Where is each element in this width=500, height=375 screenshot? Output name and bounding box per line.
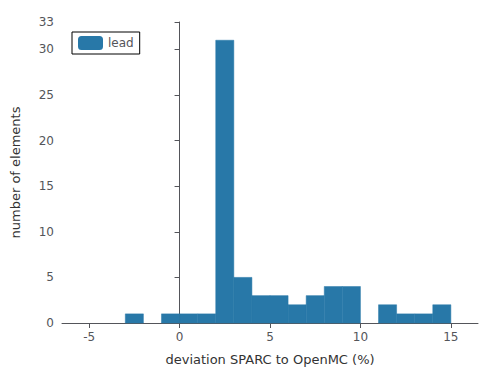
svg-text:15: 15 bbox=[443, 330, 458, 344]
svg-text:0: 0 bbox=[176, 330, 184, 344]
svg-text:deviation SPARC to OpenMC (%): deviation SPARC to OpenMC (%) bbox=[165, 352, 374, 367]
svg-text:5: 5 bbox=[46, 270, 54, 284]
svg-text:number of elements: number of elements bbox=[8, 106, 23, 238]
svg-text:20: 20 bbox=[39, 134, 54, 148]
svg-text:10: 10 bbox=[353, 330, 368, 344]
svg-text:30: 30 bbox=[39, 42, 54, 56]
svg-text:15: 15 bbox=[39, 179, 54, 193]
svg-text:-5: -5 bbox=[83, 330, 95, 344]
svg-text:5: 5 bbox=[266, 330, 274, 344]
svg-text:0: 0 bbox=[46, 316, 54, 330]
svg-text:33: 33 bbox=[39, 15, 54, 29]
svg-text:25: 25 bbox=[39, 88, 54, 102]
svg-text:lead: lead bbox=[108, 36, 134, 50]
svg-text:10: 10 bbox=[39, 225, 54, 239]
